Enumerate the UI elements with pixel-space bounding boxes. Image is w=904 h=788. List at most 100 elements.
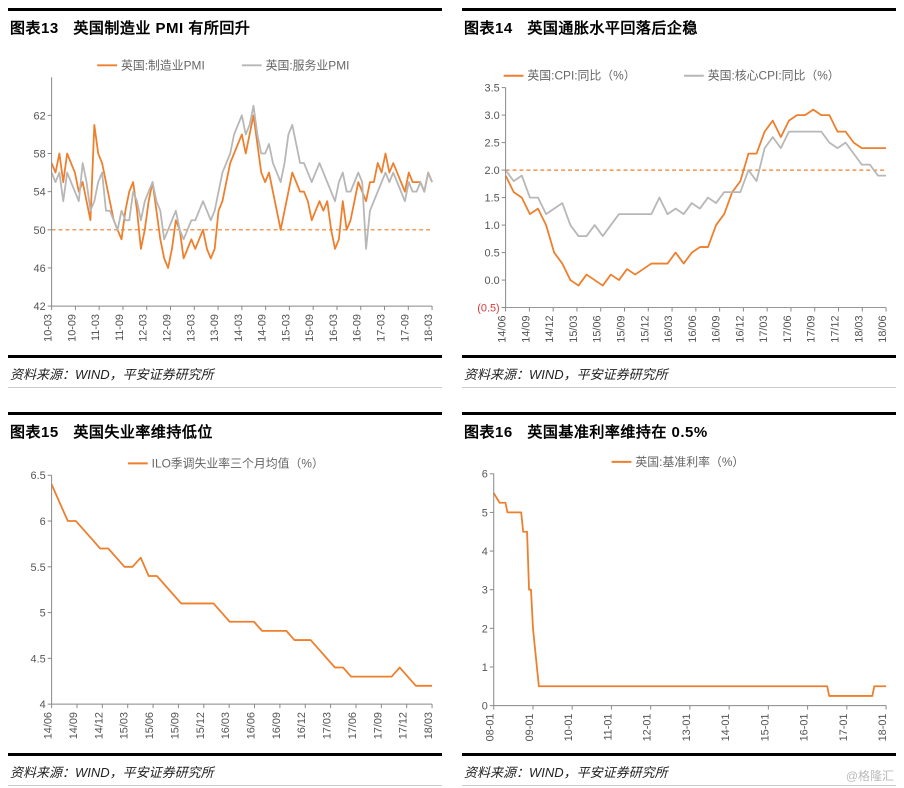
chart16-wrap: 英国:基准利率（%）012345608-0109-0110-0111-0112-… (462, 446, 896, 753)
svg-text:62: 62 (34, 110, 46, 122)
svg-text:16/12: 16/12 (296, 712, 308, 739)
svg-text:17-01: 17-01 (838, 714, 850, 742)
svg-text:18-03: 18-03 (423, 314, 435, 342)
svg-text:16-01: 16-01 (799, 714, 811, 742)
svg-text:15-03: 15-03 (280, 314, 292, 342)
panel-chart14: 图表14 英国通胀水平回落后企稳 英国:CPI:同比（%） 英国:核心CPI:同比… (462, 8, 896, 388)
chart15-title: 英国失业率维持低位 (73, 424, 213, 441)
panel-chart15: 图表15 英国失业率维持低位 ILO季调失业率三个月均值（%）44.555.56… (8, 412, 442, 786)
svg-text:11-03: 11-03 (90, 314, 102, 341)
svg-text:15/12: 15/12 (639, 315, 651, 342)
svg-text:15/12: 15/12 (195, 712, 207, 739)
svg-text:46: 46 (34, 263, 46, 275)
svg-text:5: 5 (482, 508, 488, 520)
svg-text:1: 1 (482, 662, 488, 674)
chart14-svg: 英国:CPI:同比（%） 英国:核心CPI:同比（%） (0.5) 0.0 0.5 1.0… (464, 46, 894, 353)
svg-text:2: 2 (482, 623, 488, 635)
svg-text:16-03: 16-03 (328, 314, 340, 342)
svg-text:58: 58 (34, 148, 46, 160)
chart16-footer: 资料来源：WIND，平安证券研究所 (462, 753, 896, 786)
svg-text:6: 6 (482, 469, 488, 481)
chart13-wrap: 英国:制造业PMI英国:服务业PMI42465054586210-0310-09… (8, 42, 442, 355)
svg-text:16/06: 16/06 (687, 315, 699, 342)
svg-text:6: 6 (40, 516, 46, 528)
chart16-svg: 英国:基准利率（%）012345608-0109-0110-0111-0112-… (464, 450, 894, 751)
chart14-footer: 资料来源：WIND，平安证券研究所 (462, 355, 896, 388)
svg-text:3.5: 3.5 (485, 83, 500, 95)
svg-text:17/03: 17/03 (758, 315, 770, 342)
svg-text:3.0: 3.0 (485, 110, 500, 122)
chart15-svg: ILO季调失业率三个月均值（%）44.555.566.514/0614/0914… (10, 450, 440, 751)
svg-text:14-03: 14-03 (233, 314, 245, 342)
svg-text:14/06: 14/06 (43, 712, 55, 739)
svg-text:4.5: 4.5 (31, 653, 46, 665)
svg-text:15/09: 15/09 (616, 315, 628, 342)
chart13-svg: 英国:制造业PMI英国:服务业PMI42465054586210-0310-09… (10, 46, 440, 353)
chart13-footer: 资料来源：WIND，平安证券研究所 (8, 355, 442, 388)
svg-text:14/06: 14/06 (497, 315, 509, 342)
watermark: @格隆汇 (846, 767, 894, 784)
svg-text:50: 50 (34, 225, 46, 237)
svg-text:14/09: 14/09 (68, 712, 80, 739)
svg-text:英国:CPI:同比（%）: 英国:CPI:同比（%） (527, 69, 635, 83)
chart14-num: 图表14 (464, 20, 513, 37)
svg-text:16/03: 16/03 (220, 712, 232, 739)
svg-text:10-01: 10-01 (563, 714, 575, 742)
chart14-title: 英国通胀水平回落后企稳 (527, 20, 698, 37)
svg-text:2.5: 2.5 (485, 138, 500, 150)
svg-text:17-03: 17-03 (376, 314, 388, 342)
chart16-num: 图表16 (464, 424, 513, 441)
svg-text:英国:制造业PMI: 英国:制造业PMI (121, 58, 205, 72)
svg-text:13-09: 13-09 (209, 314, 221, 342)
svg-text:3: 3 (482, 585, 488, 597)
svg-text:12-09: 12-09 (162, 314, 174, 342)
svg-text:18/06: 18/06 (877, 315, 889, 342)
svg-text:1.5: 1.5 (485, 193, 500, 205)
svg-text:11-09: 11-09 (114, 314, 126, 341)
svg-text:6.5: 6.5 (31, 470, 46, 482)
svg-text:0.5: 0.5 (485, 248, 500, 260)
panel-chart16: 图表16 英国基准利率维持在 0.5% 英国:基准利率（%）012345608-… (462, 412, 896, 786)
svg-text:0: 0 (482, 701, 488, 713)
svg-text:14-01: 14-01 (720, 714, 732, 742)
svg-text:17/03: 17/03 (322, 712, 334, 739)
svg-text:13-01: 13-01 (681, 714, 693, 742)
svg-text:16/12: 16/12 (734, 315, 746, 342)
svg-text:17/06: 17/06 (347, 712, 359, 739)
panel-chart13: 图表13 英国制造业 PMI 有所回升 英国:制造业PMI 英国:服务业PMI 42… (8, 8, 442, 388)
svg-text:11-01: 11-01 (602, 714, 614, 741)
svg-text:2.0: 2.0 (485, 165, 500, 177)
svg-text:17/12: 17/12 (830, 315, 842, 342)
svg-text:42: 42 (34, 301, 46, 313)
svg-text:18/03: 18/03 (853, 315, 865, 342)
svg-text:13-03: 13-03 (185, 314, 197, 342)
svg-text:14/12: 14/12 (93, 712, 105, 739)
svg-text:17/09: 17/09 (806, 315, 818, 342)
svg-text:ILO季调失业率三个月均值（%）: ILO季调失业率三个月均值（%） (152, 456, 324, 470)
svg-text:16/06: 16/06 (246, 712, 258, 739)
svg-text:1.0: 1.0 (485, 220, 500, 232)
title-row-13: 图表13 英国制造业 PMI 有所回升 (8, 8, 442, 42)
chart14-wrap: 英国:CPI:同比（%） 英国:核心CPI:同比（%） (0.5) 0.0 0.5 1.0… (462, 42, 896, 355)
svg-text:0.0: 0.0 (485, 275, 500, 287)
svg-text:15/06: 15/06 (592, 315, 604, 342)
svg-text:15-01: 15-01 (759, 714, 771, 742)
svg-text:16/09: 16/09 (711, 315, 723, 342)
svg-text:(0.5): (0.5) (477, 303, 499, 315)
svg-text:16/03: 16/03 (663, 315, 675, 342)
svg-text:18-01: 18-01 (877, 714, 889, 742)
svg-text:英国:服务业PMI: 英国:服务业PMI (266, 58, 350, 72)
svg-text:5: 5 (40, 608, 46, 620)
chart15-footer: 资料来源：WIND，平安证券研究所 (8, 753, 442, 786)
svg-text:12-01: 12-01 (642, 714, 654, 742)
chart-grid: 图表13 英国制造业 PMI 有所回升 英国:制造业PMI英国:服务业PMI42… (8, 8, 896, 780)
svg-text:4: 4 (482, 546, 488, 558)
svg-text:17/06: 17/06 (782, 315, 794, 342)
svg-text:英国:核心CPI:同比（%）: 英国:核心CPI:同比（%） (708, 69, 840, 83)
svg-text:18/03: 18/03 (423, 712, 435, 739)
title-row-15: 图表15 英国失业率维持低位 (8, 412, 442, 446)
svg-text:54: 54 (34, 187, 46, 199)
chart13-title: 英国制造业 PMI 有所回升 (73, 20, 250, 37)
chart16-title: 英国基准利率维持在 0.5% (527, 424, 707, 441)
svg-text:15/06: 15/06 (144, 712, 156, 739)
